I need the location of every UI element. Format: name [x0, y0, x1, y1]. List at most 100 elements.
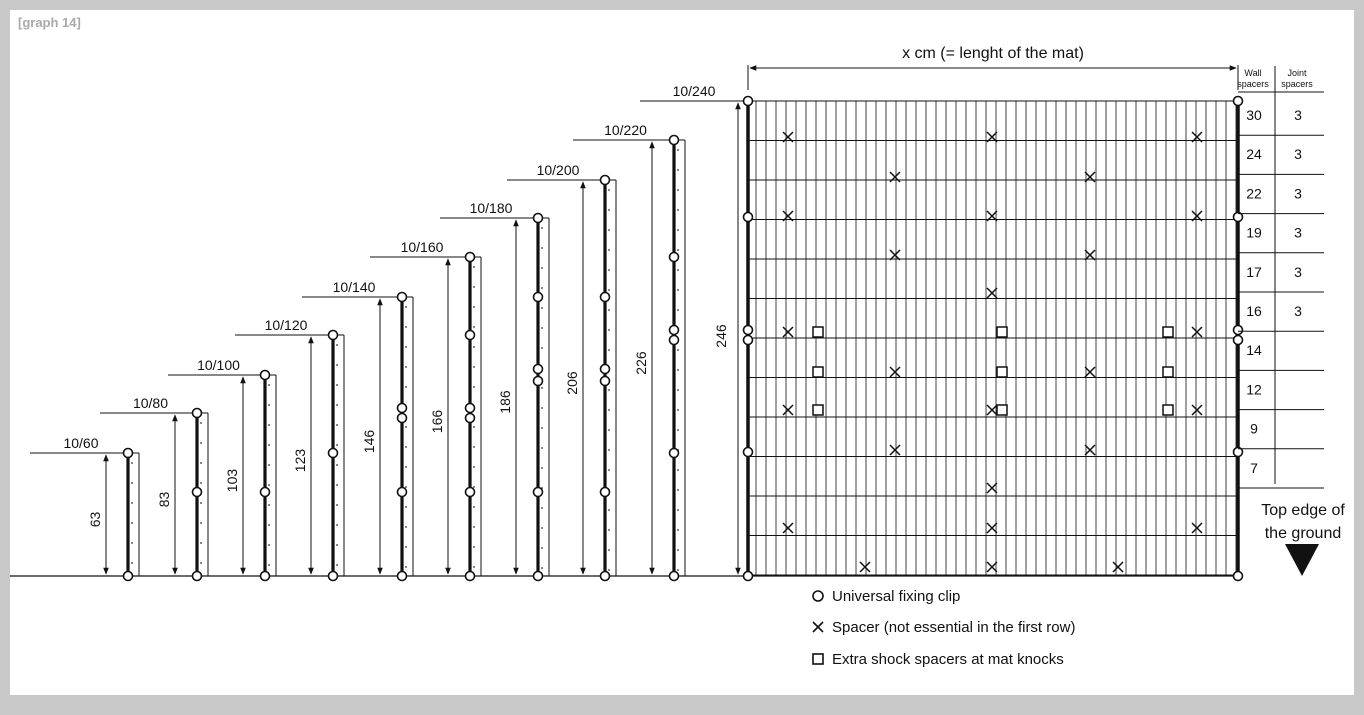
panel-label: 10/160 — [401, 239, 444, 255]
shock-spacer-square-icon — [812, 404, 824, 416]
spacer-cross-icon — [889, 444, 901, 456]
panel-10-160: 10/160 166 — [370, 239, 482, 582]
shock-spacer-square-icon — [996, 404, 1008, 416]
table-row: 17 3 — [1238, 264, 1324, 293]
clip-circle-icon — [464, 402, 476, 414]
wall-spacers-value: 12 — [1246, 381, 1262, 397]
spacer-cross-icon — [1084, 444, 1096, 456]
spacer-cross-icon — [986, 561, 998, 573]
wall-spacers-value: 7 — [1250, 460, 1258, 476]
panel-label: 10/60 — [63, 435, 98, 451]
clip-circle-icon — [742, 570, 754, 582]
mat-length-label: x cm (= lenght of the mat) — [902, 45, 1084, 62]
spacer-cross-icon — [889, 171, 901, 183]
spacer-cross-icon — [1084, 249, 1096, 261]
clip-circle-icon — [742, 211, 754, 223]
legend-cross-text: Spacer (not essential in the first row) — [832, 619, 1075, 636]
shock-spacer-square-icon — [1162, 404, 1174, 416]
legend-circle-text: Universal fixing clip — [832, 588, 960, 605]
clip-circle-icon — [532, 363, 544, 375]
table-row: 9 — [1238, 421, 1324, 450]
spacer-cross-icon — [986, 210, 998, 222]
clip-circle-icon — [396, 412, 408, 424]
spacer-cross-icon — [986, 287, 998, 299]
panel-10-200: 10/200 206 — [507, 162, 617, 582]
spacer-cross-icon — [1191, 131, 1203, 143]
panel-height-value: 226 — [633, 351, 649, 375]
clip-circle-icon — [599, 174, 611, 186]
spacer-cross-icon — [986, 131, 998, 143]
clip-circle-icon — [464, 570, 476, 582]
clip-circle-icon — [532, 375, 544, 387]
panel-label: 10/140 — [333, 279, 376, 295]
spacer-cross-icon — [1084, 171, 1096, 183]
wall-header: Wall — [1244, 68, 1261, 78]
clip-circle-icon — [1232, 334, 1244, 346]
spacer-cross-icon — [986, 522, 998, 534]
spacer-cross-icon — [889, 249, 901, 261]
clip-circle-icon — [1232, 324, 1244, 336]
legend-square-text: Extra shock spacers at mat knocks — [832, 651, 1064, 668]
spacer-cross-icon — [1191, 326, 1203, 338]
wall-spacers-value: 30 — [1246, 107, 1262, 123]
panel-10-60: 10/60 63 — [30, 435, 140, 582]
clip-circle-icon — [742, 446, 754, 458]
table-row: 22 3 — [1238, 185, 1324, 215]
clip-circle-icon — [599, 291, 611, 303]
panel-label: 10/180 — [470, 200, 513, 216]
clip-circle-icon — [742, 324, 754, 336]
panel-label: 10/100 — [197, 357, 240, 373]
panel-10-220: 10/220 226 — [573, 122, 686, 582]
panel-10-140: 10/140 146 — [302, 279, 414, 582]
joint-spacers-value: 3 — [1294, 185, 1302, 201]
ground-triangle-icon — [1285, 544, 1319, 576]
spacer-cross-icon — [889, 366, 901, 378]
clip-circle-icon — [599, 486, 611, 498]
clip-circle-icon — [191, 570, 203, 582]
shock-spacer-square-icon — [1162, 366, 1174, 378]
clip-circle-icon — [1232, 95, 1244, 107]
panel-height-value: 83 — [156, 492, 172, 508]
spacer-cross-icon — [782, 326, 794, 338]
joint-spacers-value: 3 — [1294, 146, 1302, 162]
wall-header: spacers — [1237, 79, 1269, 89]
panel-label: 10/120 — [265, 317, 308, 333]
spacer-cross-icon — [782, 522, 794, 534]
clip-circle-icon — [122, 447, 134, 459]
shock-spacer-square-icon — [996, 326, 1008, 338]
spacer-cross-icon — [859, 561, 871, 573]
table-row: 14 — [1238, 342, 1324, 371]
panel-height-value: 246 — [713, 324, 729, 348]
spacer-cross-icon — [986, 482, 998, 494]
panel-height-value: 186 — [497, 390, 513, 414]
wall-spacers-value: 24 — [1246, 146, 1262, 162]
panel-label: 10/80 — [133, 395, 168, 411]
table-row: 7 — [1238, 460, 1324, 489]
panel-height-value: 206 — [564, 371, 580, 395]
clip-circle-icon — [532, 291, 544, 303]
table-row: 19 3 — [1238, 225, 1324, 254]
clip-circle-icon — [396, 570, 408, 582]
mat-grid: 10/240 246 x cm (= lenght of the mat) — [640, 45, 1244, 582]
shock-spacer-square-icon — [812, 366, 824, 378]
fence-panel-diagram: 10/606310/808310/10010310/12012310/14014… — [10, 45, 1345, 668]
wall-spacers-value: 14 — [1246, 342, 1262, 358]
ground-marker: Top edge of the ground — [1261, 502, 1345, 576]
clip-circle-icon — [396, 486, 408, 498]
clip-circle-icon — [327, 329, 339, 341]
clip-circle-icon — [742, 95, 754, 107]
table-row: 30 3 — [1238, 107, 1324, 136]
panel-10-180: 10/180 186 — [440, 200, 550, 582]
clip-circle-icon — [532, 570, 544, 582]
shock-spacer-square-icon — [996, 366, 1008, 378]
joint-spacers-value: 3 — [1294, 107, 1302, 123]
clip-circle-icon — [191, 407, 203, 419]
panel-height-value: 103 — [224, 469, 240, 493]
table-row: 16 3 — [1238, 303, 1324, 332]
spacer-cross-icon — [1191, 404, 1203, 416]
joint-spacers-value: 3 — [1294, 264, 1302, 280]
spacer-cross-icon — [986, 404, 998, 416]
clip-circle-icon — [668, 570, 680, 582]
clip-circle-icon — [464, 251, 476, 263]
panel-10-100: 10/100 103 — [168, 357, 277, 582]
